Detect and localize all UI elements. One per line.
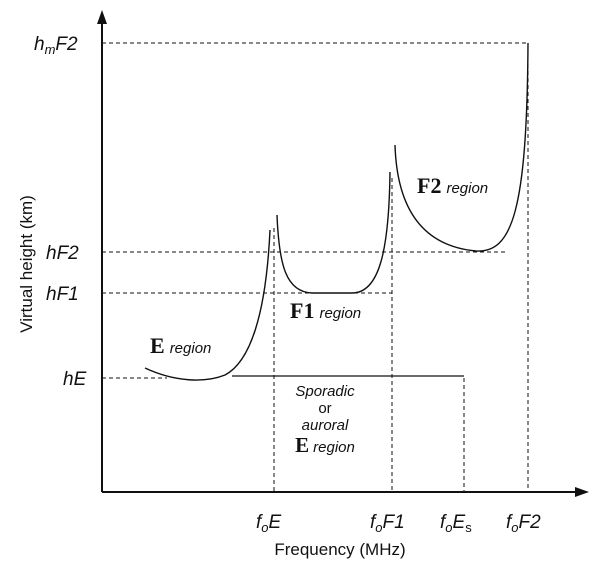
tick-label-foF1: foF1 [370,512,405,535]
tick-label-foE: foE [256,512,282,535]
e-region-trace [144,229,271,381]
x-axis-title: Frequency (MHz) [274,540,405,559]
tick-label-hF1: hF1 [46,284,79,305]
sporadic-line-1: Sporadic [295,383,355,400]
y-axis-title: Virtual height (km) [17,195,36,333]
axes [97,10,589,497]
sporadic-line-2: or [318,400,331,417]
tick-label-hF2: hF2 [46,243,79,264]
f1-region-trace [276,171,391,294]
x-axis-arrow [575,487,589,497]
sporadic-line-3: auroral [302,417,349,434]
tick-label-hE: hE [63,369,87,390]
tick-label-foEs: foEs [440,512,472,535]
f2-region-label: F2 region [417,173,488,198]
f2-region-trace [394,42,529,252]
traces [144,42,529,381]
x-tick-labels: foE foF1 foEs foF2 [256,512,541,535]
y-tick-labels: hmF2 hF2 hF1 hE [34,34,87,390]
tick-label-foF2: foF2 [506,512,541,535]
y-axis-arrow [97,10,107,24]
tick-label-hmF2: hmF2 [34,34,78,57]
f1-region-label: F1 region [290,298,361,323]
